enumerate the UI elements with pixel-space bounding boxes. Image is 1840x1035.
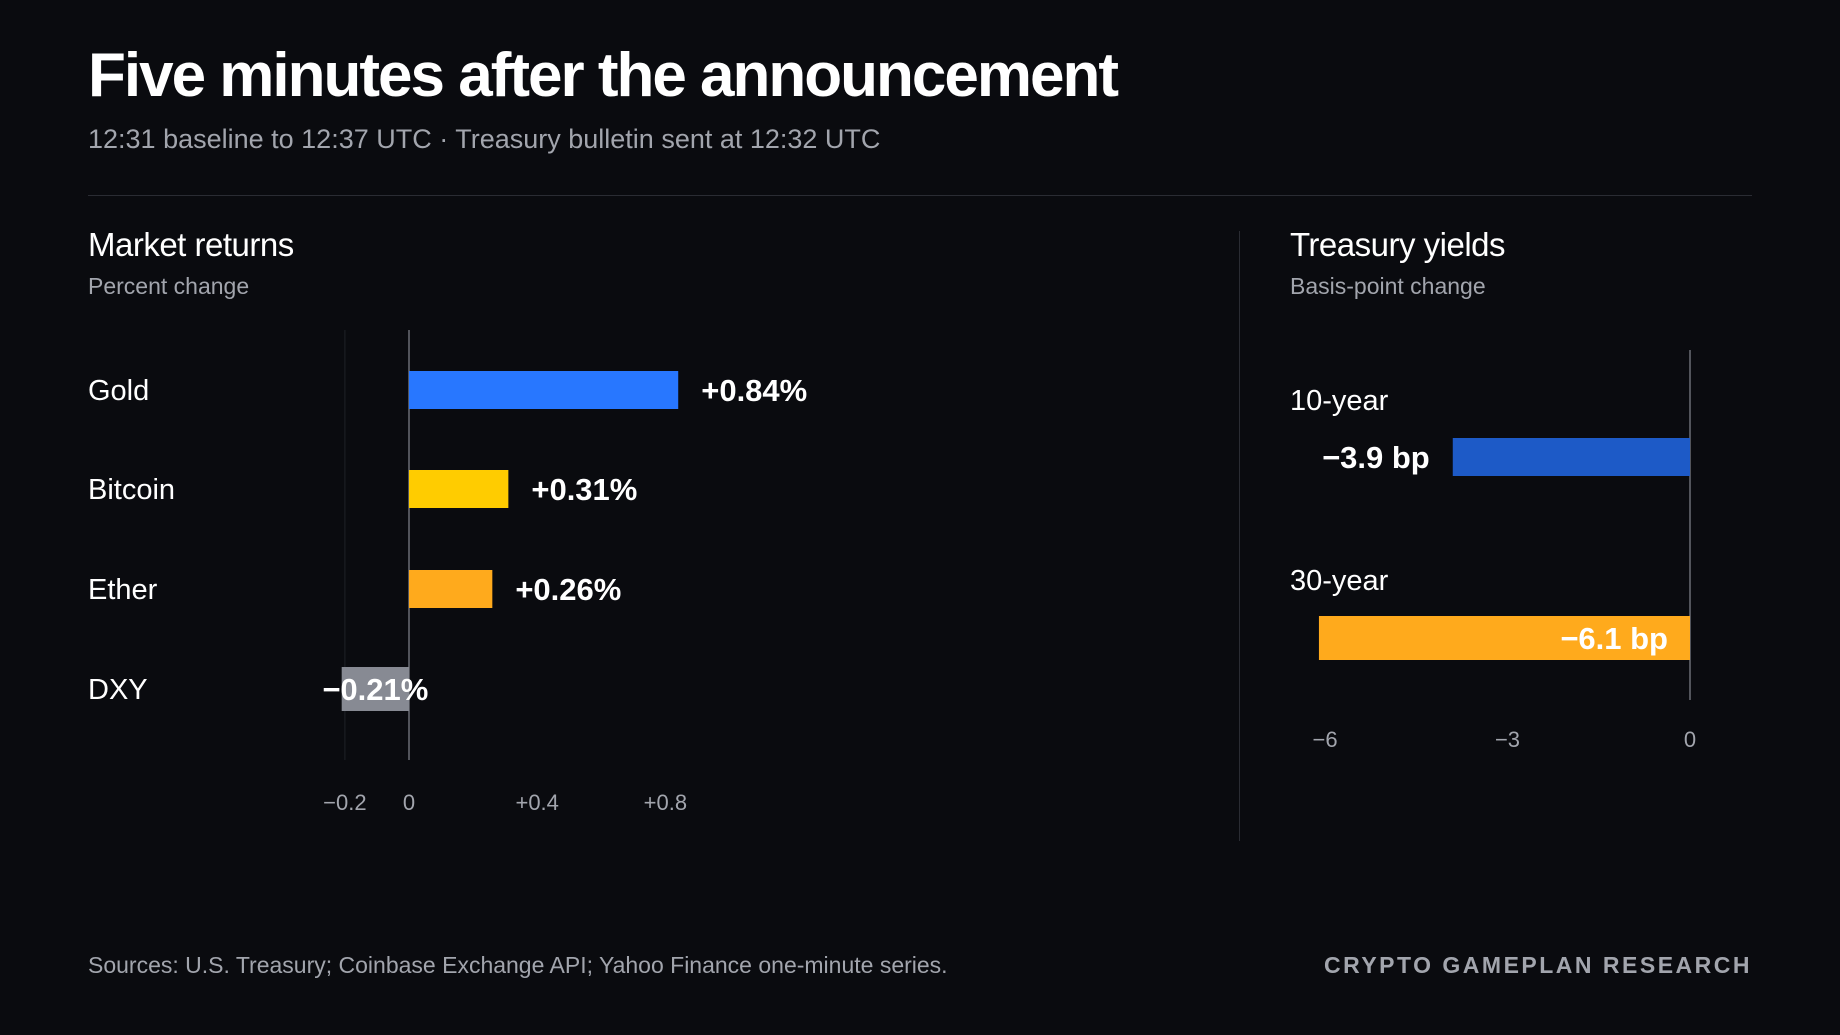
value-label-dxy: −0.21% <box>322 672 428 707</box>
bar-30-year <box>1318 616 1690 660</box>
treasury-yields-chart: 10-year −3.9 bp 30-year −6.1 bp −6 −3 0 <box>1290 350 1696 752</box>
page-subtitle: 12:31 baseline to 12:37 UTC · Treasury b… <box>88 124 881 154</box>
x-tick-label: −0.2 <box>323 790 366 815</box>
bar-10-year <box>1452 438 1690 476</box>
bar-ether <box>409 570 493 608</box>
market-returns-chart: Gold +0.84% Bitcoin +0.31% Ether +0.26% DXY −0.… <box>88 330 807 815</box>
brand-name: CRYPTO GAMEPLAN RESEARCH <box>1323 952 1752 978</box>
category-label-10-year: 10-year <box>1290 385 1389 417</box>
treasury-yields-title: Treasury yields <box>1290 226 1506 263</box>
x-tick-label: 0 <box>403 790 415 815</box>
value-label-bitcoin: +0.31% <box>531 472 637 507</box>
market-returns-title: Market returns <box>88 226 294 263</box>
sources-note: Sources: U.S. Treasury; Coinbase Exchang… <box>88 952 948 978</box>
value-label-10-year: −3.9 bp <box>1322 440 1430 475</box>
header-divider <box>88 195 1752 196</box>
bar-bitcoin <box>409 470 509 508</box>
panel-divider <box>1239 231 1240 841</box>
category-label-dxy: DXY <box>88 674 148 706</box>
x-tick-label: 0 <box>1684 727 1696 752</box>
value-label-ether: +0.26% <box>515 572 621 607</box>
bar-gold <box>409 371 679 409</box>
category-label-ether: Ether <box>88 574 158 606</box>
value-label-gold: +0.84% <box>701 373 807 408</box>
category-label-bitcoin: Bitcoin <box>88 474 175 506</box>
treasury-yields-subtitle: Basis-point change <box>1290 273 1486 299</box>
bar-dxy <box>341 667 409 711</box>
value-label-30-year: −6.1 bp <box>1560 621 1668 656</box>
market-returns-subtitle: Percent change <box>88 273 250 299</box>
x-tick-label: +0.4 <box>515 790 558 815</box>
category-label-gold: Gold <box>88 375 149 407</box>
x-tick-label: −6 <box>1312 727 1337 752</box>
x-tick-label: −3 <box>1495 727 1520 752</box>
page-title: Five minutes after the announcement <box>88 41 1119 110</box>
x-tick-label: +0.8 <box>644 790 687 815</box>
category-label-30-year: 30-year <box>1290 565 1389 597</box>
